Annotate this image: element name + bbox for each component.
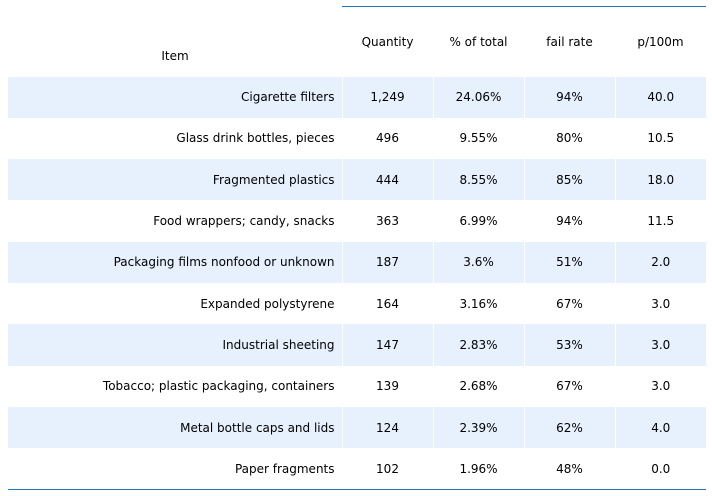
cell-item: Paper fragments	[8, 448, 342, 490]
table-row: Fragmented plastics 444 8.55% 85% 18.0	[8, 159, 706, 201]
cell-quantity: 124	[341, 406, 433, 449]
table-row: Glass drink bottles, pieces 496 9.55% 80…	[8, 117, 706, 160]
cell-item: Industrial sheeting	[8, 324, 342, 366]
cell-percent-of-total: 6.99%	[432, 200, 524, 242]
cell-p100m: 3.0	[614, 365, 706, 407]
header-row: Item Quantity % of total fail rate p/100…	[8, 6, 706, 77]
cell-fail-rate: 62%	[523, 406, 615, 449]
litter-items-table: Item Quantity % of total fail rate p/100…	[8, 6, 706, 490]
cell-fail-rate: 80%	[523, 117, 615, 160]
cell-quantity: 147	[341, 324, 433, 366]
header-p100m: p/100m	[615, 6, 706, 77]
cell-p100m: 4.0	[614, 406, 706, 449]
cell-fail-rate: 85%	[523, 159, 615, 201]
cell-fail-rate: 48%	[523, 448, 615, 490]
cell-percent-of-total: 2.39%	[432, 406, 524, 449]
table-row: Expanded polystyrene 164 3.16% 67% 3.0	[8, 282, 706, 325]
cell-percent-of-total: 3.16%	[432, 282, 524, 325]
cell-fail-rate: 67%	[523, 282, 615, 325]
cell-percent-of-total: 8.55%	[432, 159, 524, 201]
cell-item: Fragmented plastics	[8, 159, 342, 201]
table-header: Item Quantity % of total fail rate p/100…	[8, 6, 706, 77]
cell-percent-of-total: 9.55%	[432, 117, 524, 160]
table-body: Cigarette filters 1,249 24.06% 94% 40.0 …	[8, 76, 706, 490]
table-row: Industrial sheeting 147 2.83% 53% 3.0	[8, 324, 706, 366]
cell-item: Tobacco; plastic packaging, containers	[8, 365, 342, 407]
cell-item: Packaging films nonfood or unknown	[8, 241, 342, 283]
table-row: Paper fragments 102 1.96% 48% 0.0	[8, 448, 706, 490]
cell-quantity: 363	[341, 200, 433, 242]
cell-quantity: 496	[341, 117, 433, 160]
cell-p100m: 2.0	[614, 241, 706, 283]
header-percent-of-total: % of total	[433, 6, 524, 77]
table-bottom-rule	[8, 489, 706, 490]
cell-item: Expanded polystyrene	[8, 282, 342, 325]
table-row: Metal bottle caps and lids 124 2.39% 62%…	[8, 406, 706, 449]
cell-p100m: 3.0	[614, 324, 706, 366]
header-quantity: Quantity	[342, 6, 433, 77]
table-row: Tobacco; plastic packaging, containers 1…	[8, 365, 706, 407]
cell-p100m: 10.5	[614, 117, 706, 160]
cell-item: Glass drink bottles, pieces	[8, 117, 342, 160]
cell-quantity: 139	[341, 365, 433, 407]
table-row: Food wrappers; candy, snacks 363 6.99% 9…	[8, 200, 706, 242]
cell-fail-rate: 94%	[523, 200, 615, 242]
cell-fail-rate: 67%	[523, 365, 615, 407]
cell-percent-of-total: 2.83%	[432, 324, 524, 366]
cell-p100m: 11.5	[614, 200, 706, 242]
cell-quantity: 164	[341, 282, 433, 325]
cell-p100m: 40.0	[614, 76, 706, 118]
cell-percent-of-total: 1.96%	[432, 448, 524, 490]
cell-item: Food wrappers; candy, snacks	[8, 200, 342, 242]
cell-percent-of-total: 2.68%	[432, 365, 524, 407]
cell-quantity: 1,249	[341, 76, 433, 118]
cell-percent-of-total: 3.6%	[432, 241, 524, 283]
cell-p100m: 0.0	[614, 448, 706, 490]
cell-quantity: 444	[341, 159, 433, 201]
header-fail-rate: fail rate	[524, 6, 615, 77]
cell-p100m: 3.0	[614, 282, 706, 325]
table-row: Cigarette filters 1,249 24.06% 94% 40.0	[8, 76, 706, 118]
data-table-container: Item Quantity % of total fail rate p/100…	[8, 6, 706, 490]
table-row: Packaging films nonfood or unknown 187 3…	[8, 241, 706, 283]
cell-p100m: 18.0	[614, 159, 706, 201]
header-item: Item	[161, 48, 189, 63]
cell-fail-rate: 51%	[523, 241, 615, 283]
cell-quantity: 187	[341, 241, 433, 283]
cell-item: Metal bottle caps and lids	[8, 406, 342, 449]
cell-percent-of-total: 24.06%	[432, 76, 524, 118]
cell-fail-rate: 53%	[523, 324, 615, 366]
cell-item: Cigarette filters	[8, 76, 342, 118]
cell-quantity: 102	[341, 448, 433, 490]
cell-fail-rate: 94%	[523, 76, 615, 118]
